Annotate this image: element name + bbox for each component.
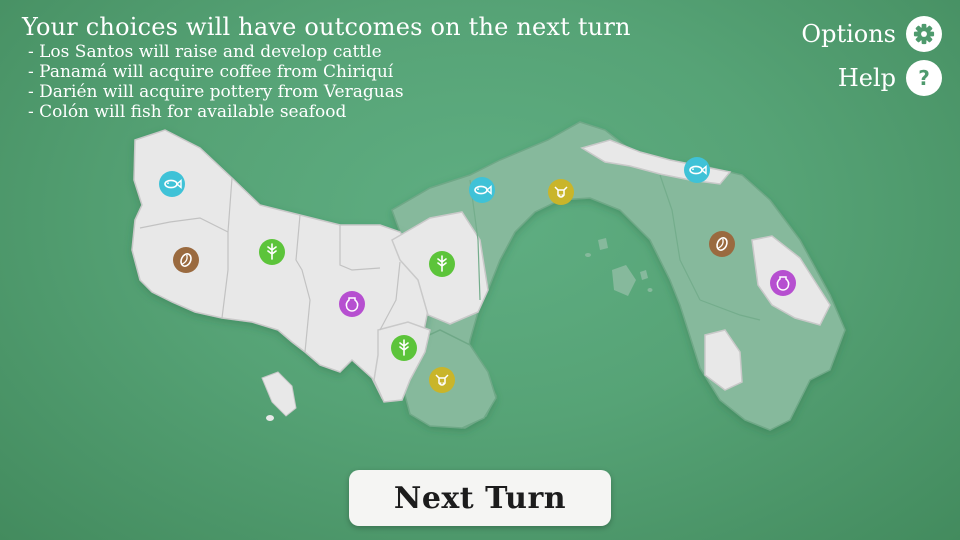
east-borders: [469, 174, 761, 321]
grain-icon[interactable]: [259, 239, 285, 265]
turn-outcomes-panel: Your choices will have outcomes on the n…: [22, 12, 631, 122]
help-button[interactable]: Help ?: [801, 58, 942, 98]
pottery-icon[interactable]: [339, 291, 365, 317]
resource-markers: [159, 157, 796, 393]
grain-icon[interactable]: [429, 251, 455, 277]
fish-icon[interactable]: [469, 177, 495, 203]
question-icon[interactable]: ?: [906, 60, 942, 96]
region-herrera[interactable]: [373, 321, 431, 403]
next-turn-button[interactable]: Next Turn: [349, 470, 611, 526]
options-label: Options: [801, 20, 896, 48]
gear-icon[interactable]: [906, 16, 942, 52]
islands: [261, 238, 653, 421]
outcome-item: - Darién will acquire pottery from Verag…: [28, 82, 404, 102]
province-borders: [139, 177, 401, 353]
outcomes-heading: Your choices will have outcomes on the n…: [22, 13, 631, 41]
cattle-icon[interactable]: [548, 179, 574, 205]
outcome-item: - Panamá will acquire coffee from Chiriq…: [28, 62, 394, 82]
fish-icon[interactable]: [684, 157, 710, 183]
grain-icon[interactable]: [391, 335, 417, 361]
pottery-icon[interactable]: [770, 270, 796, 296]
region-west[interactable]: [131, 129, 431, 400]
outcome-item: - Colón will fish for available seafood: [28, 102, 347, 122]
coffee-icon[interactable]: [709, 231, 735, 257]
top-right-controls: Options Help ?: [801, 14, 942, 102]
coffee-icon[interactable]: [173, 247, 199, 273]
region-southeast[interactable]: [704, 329, 743, 391]
cattle-icon[interactable]: [429, 367, 455, 393]
outcomes-list: - Los Santos will raise and develop catt…: [28, 42, 631, 122]
fish-icon[interactable]: [159, 171, 185, 197]
help-label: Help: [837, 64, 896, 92]
options-button[interactable]: Options: [801, 14, 942, 54]
outcome-item: - Los Santos will raise and develop catt…: [28, 42, 382, 62]
